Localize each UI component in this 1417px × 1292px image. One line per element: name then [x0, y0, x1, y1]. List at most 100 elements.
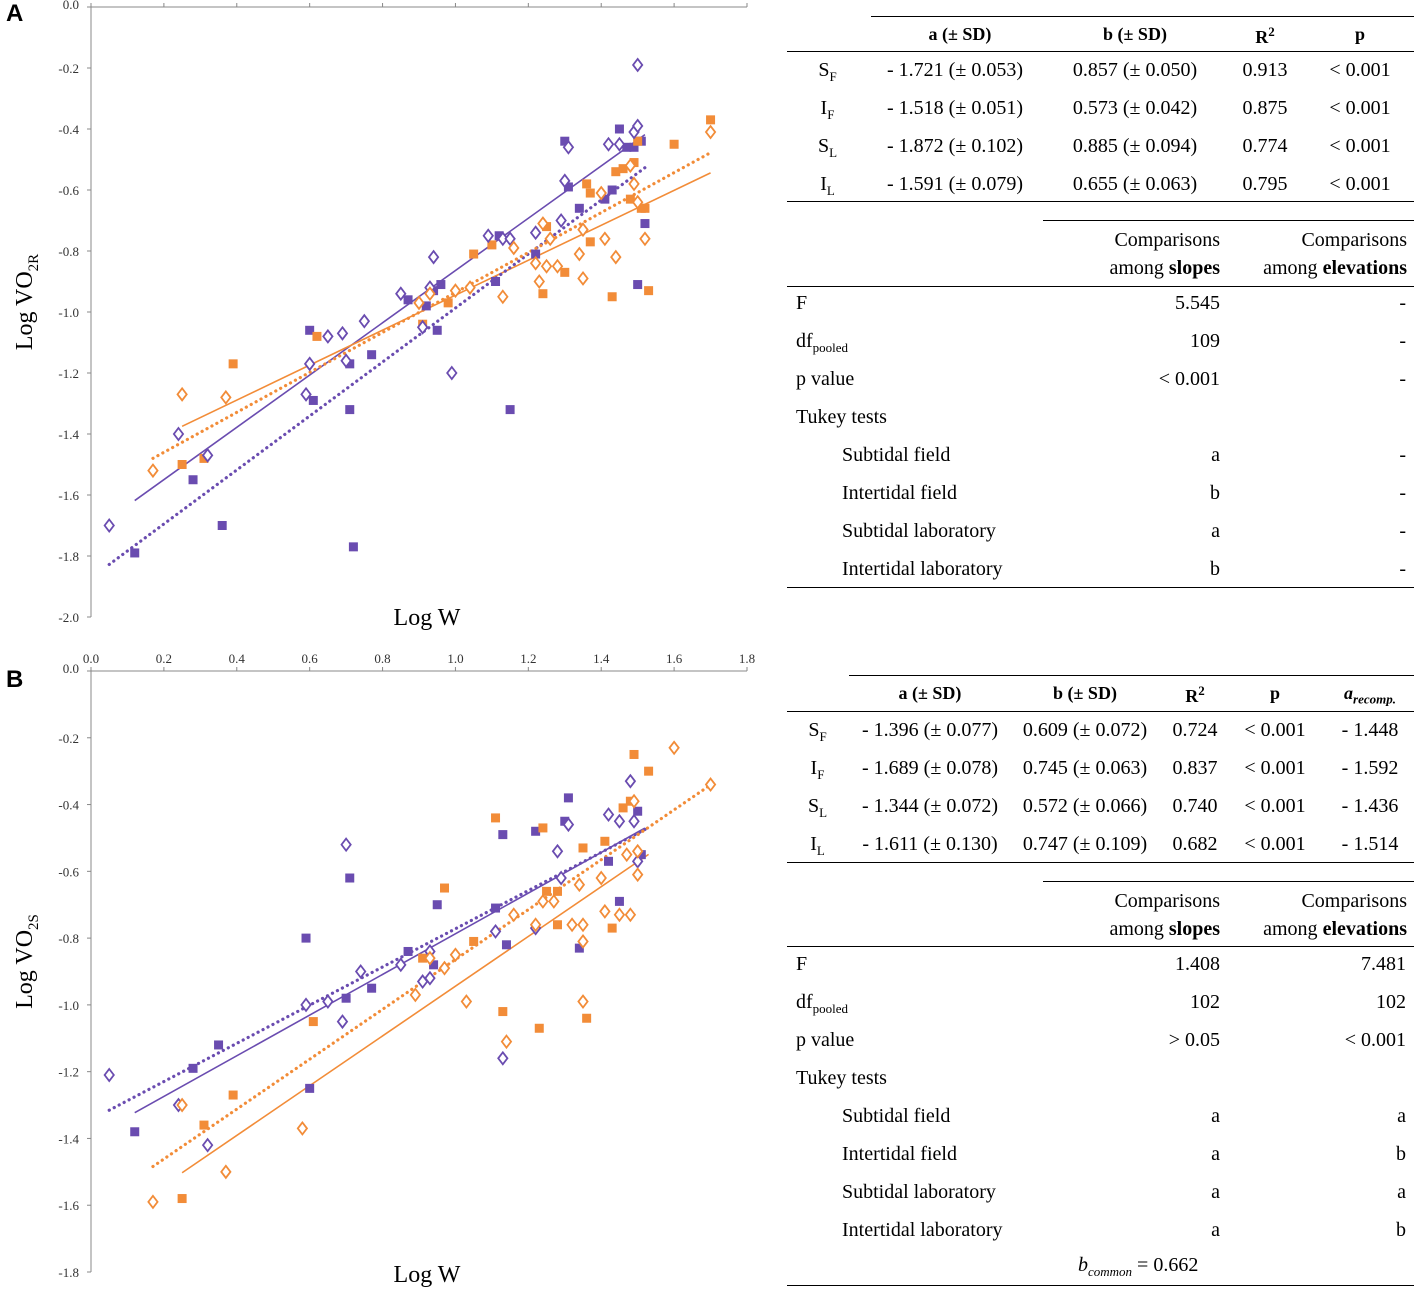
point-intertidal-field [607, 292, 617, 302]
point-subtidal-laboratory [416, 319, 429, 335]
x-tick-label: 1.6 [666, 651, 683, 666]
point-intertidal-laboratory [631, 843, 644, 859]
comparison-value-v2: 7.481 [1361, 953, 1406, 975]
point-subtidal-laboratory [555, 870, 567, 886]
point-subtidal-field [640, 219, 650, 229]
point-intertidal-laboratory [409, 987, 422, 1003]
point-intertidal-laboratory [537, 216, 549, 232]
comparison-value-v1: 5.545 [1175, 292, 1220, 314]
point-subtidal-field [130, 1127, 140, 1137]
fit-line-intertidal-laboratory [151, 151, 713, 460]
point-subtidal-laboratory [358, 313, 371, 329]
x-tick-label: 0.8 [374, 651, 390, 666]
point-intertidal-laboratory [424, 950, 436, 966]
comparison-row-label: Intertidal field [842, 482, 957, 504]
point-subtidal-field [491, 277, 501, 286]
group-label: IF [820, 97, 835, 122]
cell-a: - 1.396 (± 0.077) [862, 719, 998, 741]
cell-a: - 1.611 (± 0.130) [862, 833, 998, 855]
comparison-row-label: Subtidal field [842, 1105, 951, 1127]
fit-line-subtidal-laboratory [107, 166, 647, 567]
y-tick-label: -0.6 [58, 864, 79, 879]
point-intertidal-field [469, 936, 479, 946]
y-tick-label: -1.6 [58, 1198, 79, 1213]
comparison-row-label: dfpooled [796, 330, 849, 355]
comparison-value-v1: b [1210, 482, 1220, 504]
header-b: b (± SD) [1053, 683, 1117, 703]
comparison-row-label: Tukey tests [796, 1067, 887, 1089]
point-intertidal-field [312, 331, 322, 341]
point-intertidal-laboratory [573, 877, 586, 893]
point-intertidal-field [538, 289, 548, 299]
point-intertidal-laboratory [296, 1120, 309, 1136]
y-tick-label: -0.8 [58, 244, 79, 259]
comparison-row-label: Subtidal field [842, 444, 951, 466]
point-intertidal-laboratory [424, 286, 436, 302]
point-subtidal-field [501, 940, 511, 950]
comparison-row-label: dfpooled [796, 991, 849, 1016]
y-tick-label: -0.4 [58, 798, 79, 813]
point-subtidal-laboratory [354, 964, 367, 979]
point-intertidal-field [443, 298, 453, 308]
point-intertidal-field [578, 843, 588, 853]
group-label: SF [808, 719, 827, 744]
point-intertidal-field [600, 836, 610, 846]
point-intertidal-field [629, 749, 639, 759]
point-intertidal-laboratory [613, 907, 626, 923]
point-intertidal-field [629, 158, 639, 168]
x-tick-label: 1.6 [666, 0, 683, 2]
point-subtidal-laboratory [482, 228, 494, 244]
point-subtidal-laboratory [624, 773, 637, 789]
point-intertidal-field [560, 267, 570, 277]
point-subtidal-field [629, 142, 639, 152]
cell-arec: - 1.436 [1341, 795, 1399, 817]
point-subtidal-laboratory [340, 837, 352, 853]
panel-letter-b: B [6, 666, 24, 693]
x-tick-label: 0.4 [229, 0, 246, 2]
panel-letter-a: A [6, 0, 24, 27]
cell-a: - 1.591 (± 0.079) [887, 173, 1023, 195]
comparison-row-label: Intertidal laboratory [842, 558, 1003, 580]
cell-a: - 1.689 (± 0.078) [862, 757, 998, 779]
point-subtidal-field [367, 350, 377, 360]
point-intertidal-field [706, 115, 716, 125]
x-tick-label: 0.0 [83, 0, 99, 2]
point-intertidal-laboratory [537, 893, 549, 909]
point-intertidal-laboratory [577, 933, 589, 949]
point-intertidal-field [552, 920, 562, 930]
point-subtidal-field [432, 900, 442, 910]
point-intertidal-field [625, 194, 635, 204]
point-intertidal-laboratory [577, 917, 589, 933]
cell-p: < 0.001 [1329, 59, 1391, 81]
point-subtidal-field [531, 249, 541, 259]
comparison-value-v1: < 0.001 [1158, 368, 1220, 390]
point-intertidal-field [582, 1013, 592, 1023]
point-intertidal-field [582, 179, 592, 189]
point-intertidal-laboratory [449, 283, 462, 299]
x-tick-label: 1.4 [593, 0, 610, 2]
point-intertidal-laboratory [620, 847, 633, 863]
header-r2: R2 [1185, 683, 1205, 706]
point-subtidal-laboratory [602, 807, 615, 823]
point-intertidal-laboratory [508, 240, 520, 256]
comparison-row-label: p value [796, 1029, 855, 1051]
comparison-value-v2: < 0.001 [1344, 1029, 1406, 1051]
table-rule [787, 711, 1414, 712]
point-intertidal-laboratory [529, 255, 542, 271]
cell-b: 0.745 (± 0.063) [1022, 757, 1148, 779]
point-subtidal-laboratory [497, 1050, 509, 1066]
point-subtidal-field [345, 405, 355, 415]
comparisons-elevations-header: Comparisons among elevations [1263, 229, 1407, 279]
point-subtidal-laboratory [628, 813, 640, 829]
point-intertidal-laboratory [548, 893, 560, 909]
cell-p: < 0.001 [1244, 795, 1306, 817]
point-subtidal-laboratory [446, 365, 458, 381]
cell-p: < 0.001 [1244, 719, 1306, 741]
point-intertidal-laboratory [624, 907, 637, 923]
point-intertidal-field [542, 222, 552, 232]
comparison-value-v1: 102 [1190, 991, 1220, 1013]
comparison-value-v1: a [1211, 444, 1220, 466]
b-common: bcommon = 0.662 [1078, 1254, 1199, 1279]
point-subtidal-laboratory [562, 817, 575, 833]
point-intertidal-laboratory [599, 231, 611, 247]
